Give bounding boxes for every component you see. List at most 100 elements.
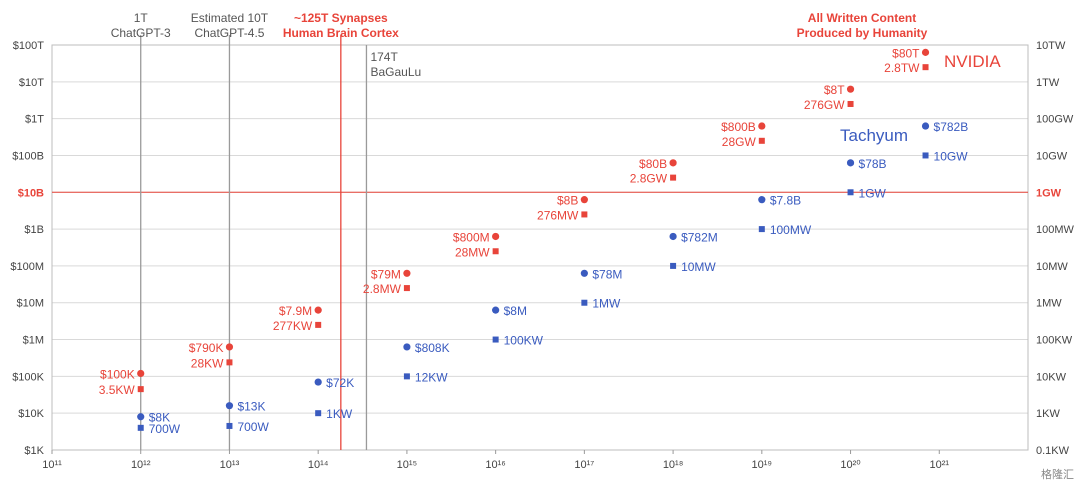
x-tick-label: 10¹⁶ [485,459,505,471]
power-label: 276MW [537,208,579,222]
y-left-tick-label: $100B [12,150,44,162]
cost-label: $800M [453,230,490,244]
cost-label: $800B [721,120,756,134]
y-left-tick-label: $1M [23,335,44,347]
cost-point [758,196,766,204]
cost-point [669,159,677,167]
power-point [847,100,854,107]
x-tick-label: 10²¹ [929,459,949,471]
power-label: 100MW [770,223,812,237]
vline-label: BaGauLu [370,65,421,79]
power-point [137,424,144,431]
x-tick-label: 10¹³ [220,459,240,471]
cost-point [492,232,500,241]
cost-label: $8K [149,411,170,425]
power-point [137,386,144,393]
y-left-tick-label: $1T [25,114,44,126]
y-left-tick-label: $1B [24,224,44,236]
vline-label: Estimated 10T [191,11,269,25]
power-label: 700W [237,420,269,434]
power-point [315,321,322,328]
y-right-tick-label: 10KW [1036,371,1067,383]
cost-label: $8M [504,304,527,318]
cost-point [314,378,322,386]
y-left-tick-label: $10T [19,77,44,89]
power-label: 100KW [504,334,544,348]
y-left-tick-label: $10K [18,408,44,420]
cost-label: $72K [326,376,354,390]
y-left-tick-label: $10B [18,187,44,199]
cost-point [137,413,145,421]
power-label: 1GW [859,186,887,200]
series-name-tachyum: Tachyum [840,126,908,145]
power-point [403,285,410,292]
top-annotation: Produced by Humanity [797,26,928,40]
power-point [581,211,588,218]
y-right-tick-label: 1TW [1036,77,1060,89]
power-label: 28MW [455,245,490,259]
cost-label: $8T [824,83,845,97]
cost-label: $7.9M [279,304,312,318]
vline-label: 174T [370,50,398,64]
y-right-tick-label: 10GW [1036,150,1068,162]
power-point [492,248,499,255]
y-left-tick-label: $100K [12,371,44,383]
vline-label: Human Brain Cortex [283,26,399,40]
y-right-tick-label: 0.1KW [1036,445,1070,457]
x-tick-label: 10¹⁷ [574,459,594,471]
power-point [226,359,233,366]
power-point [758,226,765,233]
y-left-tick-label: $1K [24,445,44,457]
cost-label: $8B [557,194,578,208]
vline-label: ~125T Synapses [294,11,388,25]
power-point [581,299,588,306]
cost-point [137,369,145,378]
x-tick-label: 10¹² [131,459,151,471]
power-point [670,174,677,181]
cost-point [225,402,234,410]
cost-point [403,343,411,351]
cost-label: $808K [415,341,450,355]
cost-point [225,343,234,351]
cost-point [921,48,930,56]
cost-label: $80B [639,157,667,171]
x-tick-label: 10²⁰ [840,459,861,471]
cost-label: $100K [100,367,135,381]
cost-label: $782B [934,120,969,134]
cost-label: $790K [189,341,224,355]
power-label: 28KW [191,356,224,370]
power-label: 700W [149,422,181,436]
cost-point [580,269,588,277]
y-left-tick-label: $100M [10,261,44,273]
power-label: 2.8MW [363,282,402,296]
power-label: 2.8GW [630,172,668,186]
y-right-tick-label: 100GW [1036,114,1074,126]
power-label: 10GW [934,149,969,163]
power-label: 276GW [804,98,845,112]
x-tick-label: 10¹¹ [42,459,62,471]
power-label: 1MW [592,297,621,311]
y-right-tick-label: 1GW [1036,187,1062,199]
vline-label: 1T [134,11,149,25]
y-right-tick-label: 100MW [1036,224,1075,236]
y-right-tick-label: 100KW [1036,335,1073,347]
y-right-tick-label: 1MW [1036,298,1062,310]
vline-label: ChatGPT-4.5 [194,26,264,40]
x-tick-label: 10¹⁸ [663,459,684,471]
cost-point [921,122,930,130]
y-right-tick-label: 1KW [1036,408,1060,420]
power-label: 10MW [681,260,716,274]
cost-point [846,85,855,93]
watermark: 格隆汇 [1041,468,1074,481]
power-point [922,64,929,71]
vline-label: ChatGPT-3 [111,26,171,40]
power-label: 1KW [326,407,353,421]
power-point [403,373,410,380]
cost-label: $13K [237,400,265,414]
cost-point [846,159,855,167]
cost-point [669,232,677,241]
cost-point [314,306,322,314]
power-point [315,410,322,417]
